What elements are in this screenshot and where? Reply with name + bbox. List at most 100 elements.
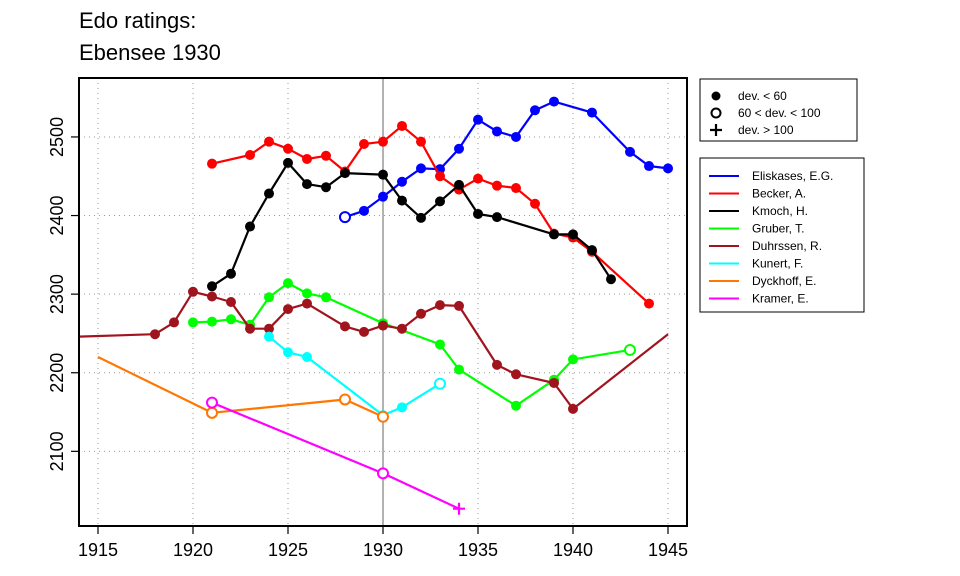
data-point-0-2: [378, 191, 388, 202]
data-point-0-7: [473, 114, 483, 125]
marker-legend-symbol-2: [710, 124, 722, 136]
y-tick-label-2400: 2400: [47, 196, 67, 236]
data-point-6-3: [377, 410, 389, 423]
data-point-2-15: [549, 229, 559, 240]
data-point-3-9: [435, 339, 445, 350]
data-point-4-10: [340, 321, 350, 332]
data-point-0-4: [416, 163, 426, 174]
data-point-3-5: [283, 278, 293, 289]
marker-legend-symbol-0: [711, 91, 721, 101]
data-point-3-4: [264, 292, 274, 303]
series-line-0: [344, 100, 669, 219]
data-point-4-4: [207, 291, 217, 302]
data-point-1-14: [492, 180, 502, 191]
data-point-1-0: [207, 158, 217, 169]
data-point-0-13: [625, 146, 635, 157]
data-point-1-9: [397, 120, 407, 131]
data-point-3-0: [188, 317, 198, 328]
y-tick-label-2100: 2100: [47, 431, 67, 471]
data-point-1-1: [245, 150, 255, 161]
data-point-2-11: [435, 196, 445, 207]
series-legend-box: [699, 157, 865, 313]
data-point-4-8: [283, 304, 293, 315]
data-point-4-13: [397, 323, 407, 334]
data-point-4-19: [549, 377, 559, 388]
marker-legend-label-0: dev. < 60: [738, 89, 787, 103]
series-line-4: [79, 290, 669, 410]
data-point-4-11: [359, 326, 369, 337]
legend-layer: dev. < 60 60 < dev. < 100 dev. > 100 Eliska…: [699, 78, 865, 313]
data-point-4-2: [169, 317, 179, 328]
data-point-2-14: [492, 212, 502, 223]
series-legend-label-5: Kunert, F.: [752, 257, 803, 271]
data-point-7-1: [377, 467, 389, 480]
data-point-2-1: [226, 268, 236, 279]
data-point-5-2: [302, 352, 312, 363]
series-legend-label-6: Dyckhoff, E.: [752, 274, 816, 288]
data-point-3-13: [568, 354, 578, 365]
data-point-1-11: [435, 171, 445, 182]
data-point-5-4: [397, 402, 407, 413]
data-point-4-20: [568, 403, 578, 414]
axis-layer: 1915 1920 1925 1930 1935 1940 1945 2100 2200 2300…: [47, 117, 688, 560]
data-point-4-18: [511, 369, 521, 380]
data-point-3-7: [321, 292, 331, 303]
series-legend-label-0: Eliskases, E.G.: [752, 169, 833, 183]
data-point-0-10: [530, 105, 540, 116]
data-point-1-7: [359, 139, 369, 150]
data-point-2-4: [283, 157, 293, 168]
x-tick-label-1935: 1935: [458, 540, 498, 560]
data-point-2-18: [606, 274, 616, 285]
data-point-1-2: [264, 136, 274, 147]
x-tick-label-1930: 1930: [363, 540, 403, 560]
data-point-3-14: [624, 343, 636, 356]
series-line-6: [97, 356, 384, 418]
data-point-2-2: [245, 221, 255, 232]
data-point-0-1: [359, 205, 369, 216]
data-point-2-6: [321, 182, 331, 193]
data-point-1-16: [530, 198, 540, 209]
marker-legend-label-1: 60 < dev. < 100: [738, 106, 821, 120]
data-point-3-10: [454, 364, 464, 375]
series-line-1: [211, 124, 650, 305]
x-tick-label-1915: 1915: [78, 540, 118, 560]
data-point-7-0: [206, 396, 218, 409]
y-tick-label-2500: 2500: [47, 117, 67, 157]
data-point-4-12: [378, 320, 388, 331]
data-point-1-3: [283, 143, 293, 154]
marker-legend-label-2: dev. > 100: [738, 123, 794, 137]
chart-title-line-1: Edo ratings:: [79, 8, 196, 33]
data-point-4-15: [435, 300, 445, 311]
chart-title-line-2: Ebensee 1930: [79, 40, 221, 65]
data-point-3-1: [207, 316, 217, 327]
data-point-6-1: [206, 406, 218, 419]
x-tick-label-1925: 1925: [268, 540, 308, 560]
data-point-2-3: [264, 188, 274, 199]
data-point-0-14: [644, 161, 654, 172]
data-point-0-8: [492, 126, 502, 137]
data-point-4-9: [302, 298, 312, 309]
data-point-4-14: [416, 308, 426, 319]
x-tick-label-1920: 1920: [173, 540, 213, 560]
series-legend-label-4: Duhrssen, R.: [752, 239, 822, 253]
series-legend-label-2: Kmoch, H.: [752, 204, 808, 218]
data-point-2-5: [302, 179, 312, 190]
data-point-2-7: [340, 168, 350, 179]
data-point-1-4: [302, 153, 312, 164]
data-point-1-20: [644, 298, 654, 309]
y-tick-label-2200: 2200: [47, 353, 67, 393]
data-point-2-17: [587, 245, 597, 256]
data-point-4-1: [150, 329, 160, 340]
data-point-2-9: [397, 195, 407, 206]
data-point-3-11: [511, 400, 521, 411]
x-tick-label-1945: 1945: [648, 540, 688, 560]
data-point-0-11: [549, 96, 559, 107]
series-legend-label-3: Gruber, T.: [752, 222, 804, 236]
data-point-0-12: [587, 107, 597, 118]
series-legend-label-7: Kramer, E.: [752, 292, 809, 306]
data-point-4-3: [188, 286, 198, 297]
data-point-2-13: [473, 208, 483, 219]
data-point-4-17: [492, 359, 502, 370]
series-legend-label-1: Becker, A.: [752, 187, 806, 201]
data-point-1-10: [416, 136, 426, 147]
